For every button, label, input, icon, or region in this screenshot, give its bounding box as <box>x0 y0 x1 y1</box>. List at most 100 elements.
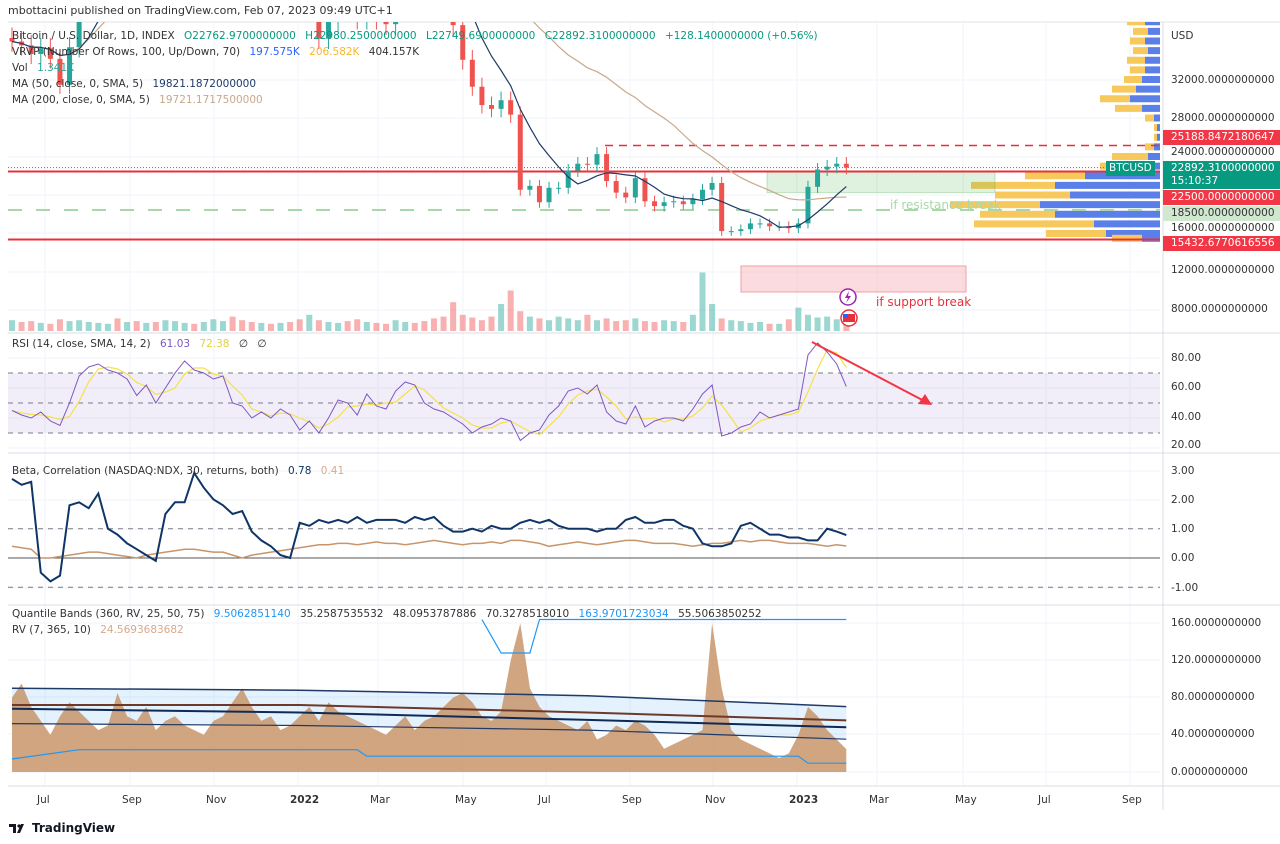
grid-lines <box>8 22 1160 786</box>
candle-body <box>834 163 840 167</box>
volume-bar <box>430 318 437 331</box>
vp-up-bar <box>1145 37 1160 45</box>
beta-tick: -1.00 <box>1171 582 1199 594</box>
rsi-tick: 20.00 <box>1171 439 1202 451</box>
candle-body <box>661 202 667 207</box>
price-tick: 28000.0000000000 <box>1171 112 1275 124</box>
candle-body <box>843 163 849 168</box>
volume-bar <box>95 322 102 331</box>
vp-up-bar <box>1040 201 1160 209</box>
ma50-legend[interactable]: MA (50, close, 0, SMA, 5) 19821.18720000… <box>12 78 262 91</box>
beta-legend[interactable]: Beta, Correlation (NASDAQ:NDX, 30, retur… <box>12 465 350 478</box>
volume-bar <box>718 318 725 331</box>
candle-body <box>536 185 542 203</box>
qb-legend[interactable]: Quantile Bands (360, RV, 25, 50, 75) 9.5… <box>12 608 768 621</box>
vp-down-bar <box>974 220 1094 228</box>
candle-body <box>728 231 734 233</box>
volume-bar <box>354 319 361 331</box>
candle-body <box>680 201 686 205</box>
vrvp-legend[interactable]: VRVP (Number Of Rows, 100, Up/Down, 70) … <box>12 46 425 59</box>
volume-bar <box>239 320 246 331</box>
tradingview-brand: TradingView <box>32 821 116 835</box>
volume-bar <box>363 322 370 331</box>
vp-up-bar <box>1055 210 1160 218</box>
qb-tick: 160.0000000000 <box>1171 617 1262 629</box>
volume-bar <box>574 320 581 331</box>
vp-down-bar <box>995 191 1070 199</box>
volume-bar <box>344 321 351 331</box>
us-flag-canton <box>843 314 848 318</box>
volume-bar <box>536 318 543 331</box>
volume-bar <box>402 322 409 331</box>
volume-bar <box>114 318 121 331</box>
ma200-title: MA (200, close, 0, SMA, 5) <box>12 94 150 106</box>
vp-down-bar <box>1100 95 1130 103</box>
candle-body <box>47 48 53 59</box>
vrvp-down: 206.582K <box>309 46 360 58</box>
symbol-legend: Bitcoin / U.S. Dollar, 1D, INDEX O22762.… <box>12 30 824 43</box>
symbol-name[interactable]: Bitcoin / U.S. Dollar, 1D, INDEX <box>12 30 175 42</box>
volume-bar <box>440 316 447 331</box>
vp-down-bar <box>1025 172 1085 180</box>
volume-bar <box>325 322 332 331</box>
time-tick: Sep <box>622 794 642 806</box>
candle-body <box>699 189 705 200</box>
vp-down-bar <box>1046 230 1106 237</box>
vp-down-bar <box>1112 85 1136 93</box>
candle-body <box>67 47 73 85</box>
candle-body <box>527 185 533 190</box>
resistance-break-zone <box>766 170 996 194</box>
currency-label: USD <box>1171 30 1194 42</box>
ohlc-low: L22749.6900000000 <box>425 30 536 42</box>
quantile-p75-line <box>11 687 847 708</box>
volume-bar <box>622 320 629 331</box>
rv-legend[interactable]: RV (7, 365, 10) 24.5693683682 <box>12 624 190 637</box>
rsi-tick: 40.00 <box>1171 411 1202 423</box>
time-tick: Nov <box>206 794 227 806</box>
volume-bar <box>728 320 735 331</box>
qb-tick: 80.0000000000 <box>1171 691 1255 703</box>
rsi-value: 61.03 <box>160 338 191 350</box>
volume-bar <box>517 311 524 331</box>
vol-legend[interactable]: Vol 1.341K <box>12 62 80 75</box>
candle-body <box>604 154 610 182</box>
beta-tick: 3.00 <box>1171 465 1195 477</box>
volume-bar <box>229 316 236 331</box>
volume-bar <box>651 322 658 331</box>
ohlc-high: H22980.2500000000 <box>305 30 417 42</box>
volume-bar <box>709 304 716 331</box>
volume-bar <box>593 320 600 331</box>
volume-bar <box>737 321 744 331</box>
support-break-note[interactable]: if support break <box>876 295 972 309</box>
candle-body <box>28 45 34 55</box>
vp-down-bar <box>1112 234 1142 242</box>
lightning-icon <box>845 291 851 303</box>
volume-bar <box>143 322 150 331</box>
candle-body <box>632 178 638 198</box>
candle-body <box>594 154 600 165</box>
time-tick: Sep <box>122 794 142 806</box>
vp-up-bar <box>1094 220 1160 228</box>
resistance-break-note[interactable]: if resistance break <box>890 198 1001 212</box>
qb-value-1: 9.5062851140 <box>213 608 291 620</box>
candle-body <box>57 58 63 85</box>
candle-body <box>38 48 44 55</box>
volume-bar <box>469 317 476 331</box>
volume-bar <box>507 290 514 331</box>
vp-up-bar <box>1145 56 1160 64</box>
candle-body <box>671 201 677 203</box>
vrvp-total: 404.157K <box>368 46 420 58</box>
tradingview-logo[interactable]: TradingView <box>8 821 115 835</box>
price-tag-18500: 18500.0000000000 <box>1163 206 1280 221</box>
volume-bar <box>804 314 811 331</box>
vp-down-bar <box>1133 47 1148 55</box>
ma200-line <box>11 22 847 201</box>
candle-body <box>767 223 773 227</box>
volume-bar <box>210 319 217 331</box>
quantile-min-line <box>11 749 847 764</box>
beta-tick: 1.00 <box>1171 523 1195 535</box>
ma200-legend[interactable]: MA (200, close, 0, SMA, 5) 19721.1717500… <box>12 94 269 107</box>
qb-tick: 120.0000000000 <box>1171 654 1262 666</box>
rsi-legend[interactable]: RSI (14, close, SMA, 14, 2) 61.03 72.38 … <box>12 338 272 351</box>
